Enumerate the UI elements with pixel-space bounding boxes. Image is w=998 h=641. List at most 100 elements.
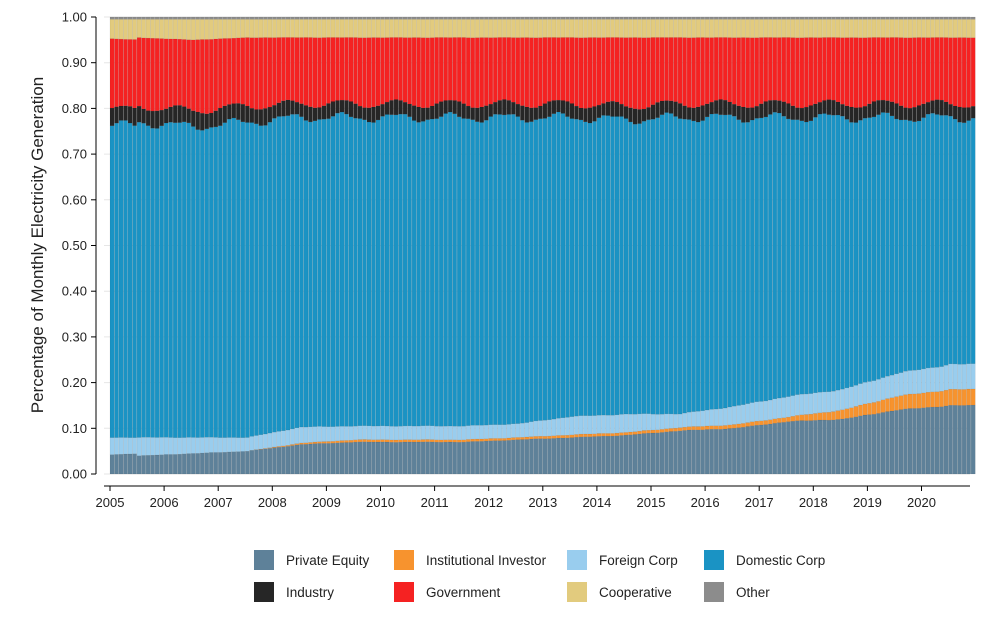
bar-segment-foreign-corp bbox=[718, 408, 723, 426]
bar-segment-institutional-investor bbox=[601, 433, 606, 437]
bar-segment-other bbox=[727, 16, 732, 20]
bar-segment-institutional-investor bbox=[348, 440, 354, 443]
bar-segment-industry bbox=[321, 105, 327, 120]
bar-segment-foreign-corp bbox=[515, 423, 521, 438]
bar-month bbox=[240, 16, 246, 475]
bar-segment-domestic-corp bbox=[529, 121, 534, 422]
bar-segment-cooperative bbox=[885, 19, 890, 38]
bar-segment-domestic-corp bbox=[123, 120, 128, 438]
bar-segment-other bbox=[533, 16, 539, 20]
bar-segment-private-equity bbox=[641, 433, 647, 475]
bar-segment-industry bbox=[434, 103, 439, 119]
bar-segment-private-equity bbox=[822, 419, 827, 475]
bar-segment-foreign-corp bbox=[380, 425, 385, 440]
bar-segment-institutional-investor bbox=[285, 445, 291, 447]
bar-segment-other bbox=[407, 16, 412, 20]
bar-segment-other bbox=[209, 16, 214, 20]
bar-segment-other bbox=[186, 16, 191, 20]
bar-segment-industry bbox=[339, 99, 345, 113]
x-tick-label: 2006 bbox=[150, 495, 179, 510]
bar-month bbox=[218, 16, 223, 475]
bar-segment-industry bbox=[344, 100, 349, 115]
bar-segment-other bbox=[646, 16, 651, 20]
bar-segment-industry bbox=[691, 107, 696, 122]
bar-segment-government bbox=[768, 37, 773, 101]
bar-segment-foreign-corp bbox=[741, 404, 746, 424]
bar-segment-institutional-investor bbox=[515, 437, 521, 440]
legend-swatch bbox=[394, 550, 414, 570]
bar-segment-foreign-corp bbox=[375, 425, 381, 440]
bar-segment-institutional-investor bbox=[741, 423, 746, 428]
bar-segment-foreign-corp bbox=[195, 437, 200, 454]
bar-segment-other bbox=[966, 16, 971, 20]
bar-month bbox=[551, 16, 557, 475]
bar-segment-cooperative bbox=[718, 19, 723, 38]
x-tick-label: 2015 bbox=[637, 495, 666, 510]
bar-month bbox=[709, 16, 714, 475]
bar-segment-cooperative bbox=[790, 19, 796, 38]
bar-segment-domestic-corp bbox=[849, 122, 854, 387]
bar-segment-government bbox=[790, 37, 796, 106]
bar-segment-government bbox=[889, 37, 895, 102]
bar-segment-institutional-investor bbox=[930, 391, 935, 408]
bar-segment-government bbox=[786, 37, 791, 104]
bar-month bbox=[614, 16, 620, 475]
bar-segment-domestic-corp bbox=[249, 122, 255, 437]
bar-segment-private-equity bbox=[276, 447, 282, 475]
bar-segment-institutional-investor bbox=[781, 417, 787, 423]
bar-segment-industry bbox=[366, 107, 372, 123]
bar-segment-institutional-investor bbox=[475, 438, 480, 442]
bar-segment-industry bbox=[569, 103, 575, 119]
bar-segment-cooperative bbox=[488, 19, 494, 38]
bar-segment-government bbox=[118, 38, 124, 107]
bar-segment-other bbox=[484, 16, 489, 20]
bar-segment-other bbox=[159, 16, 164, 20]
bar-segment-government bbox=[912, 37, 917, 108]
bar-segment-other bbox=[921, 16, 926, 20]
bar-segment-industry bbox=[623, 106, 629, 119]
bar-segment-private-equity bbox=[727, 428, 732, 475]
bar-segment-foreign-corp bbox=[438, 426, 444, 441]
bar-segment-private-equity bbox=[650, 432, 656, 475]
bar-segment-private-equity bbox=[222, 452, 228, 475]
bar-segment-other bbox=[736, 16, 741, 20]
bar-segment-cooperative bbox=[276, 19, 282, 38]
bar-segment-foreign-corp bbox=[939, 366, 944, 392]
bar-month bbox=[619, 16, 624, 475]
bar-month bbox=[357, 16, 363, 475]
bar-segment-cooperative bbox=[317, 19, 322, 38]
bar-segment-other bbox=[556, 16, 561, 20]
y-tick-label: 0.50 bbox=[62, 238, 87, 253]
bar-segment-domestic-corp bbox=[704, 116, 710, 411]
bar-segment-government bbox=[628, 37, 633, 108]
bar-segment-domestic-corp bbox=[826, 114, 832, 392]
bar-segment-other bbox=[145, 16, 151, 20]
bar-segment-government bbox=[420, 37, 426, 109]
bar-month bbox=[425, 16, 430, 475]
bar-segment-other bbox=[335, 16, 340, 20]
bar-segment-private-equity bbox=[849, 417, 854, 475]
bar-segment-institutional-investor bbox=[664, 428, 669, 432]
bar-segment-government bbox=[447, 37, 453, 101]
bar-segment-domestic-corp bbox=[434, 118, 439, 427]
bar-segment-cooperative bbox=[907, 19, 913, 38]
bar-segment-cooperative bbox=[136, 19, 142, 38]
bar-segment-government bbox=[700, 37, 705, 106]
bar-segment-other bbox=[438, 16, 444, 20]
bar-segment-government bbox=[804, 37, 809, 108]
bar-segment-domestic-corp bbox=[583, 121, 588, 416]
bar-segment-institutional-investor bbox=[447, 439, 453, 443]
bar-segment-domestic-corp bbox=[763, 116, 769, 402]
bar-segment-domestic-corp bbox=[312, 120, 318, 427]
bar-segment-private-equity bbox=[939, 406, 944, 475]
bar-segment-other bbox=[835, 16, 841, 20]
x-tick-label: 2019 bbox=[853, 495, 882, 510]
bar-segment-domestic-corp bbox=[326, 118, 331, 427]
bar-segment-cooperative bbox=[452, 19, 457, 38]
bar-segment-private-equity bbox=[312, 443, 318, 475]
bar-segment-government bbox=[551, 37, 557, 101]
bar-segment-foreign-corp bbox=[551, 418, 557, 436]
bar-segment-government bbox=[411, 37, 417, 106]
bar-month bbox=[565, 16, 570, 475]
bar-segment-other bbox=[880, 16, 886, 20]
